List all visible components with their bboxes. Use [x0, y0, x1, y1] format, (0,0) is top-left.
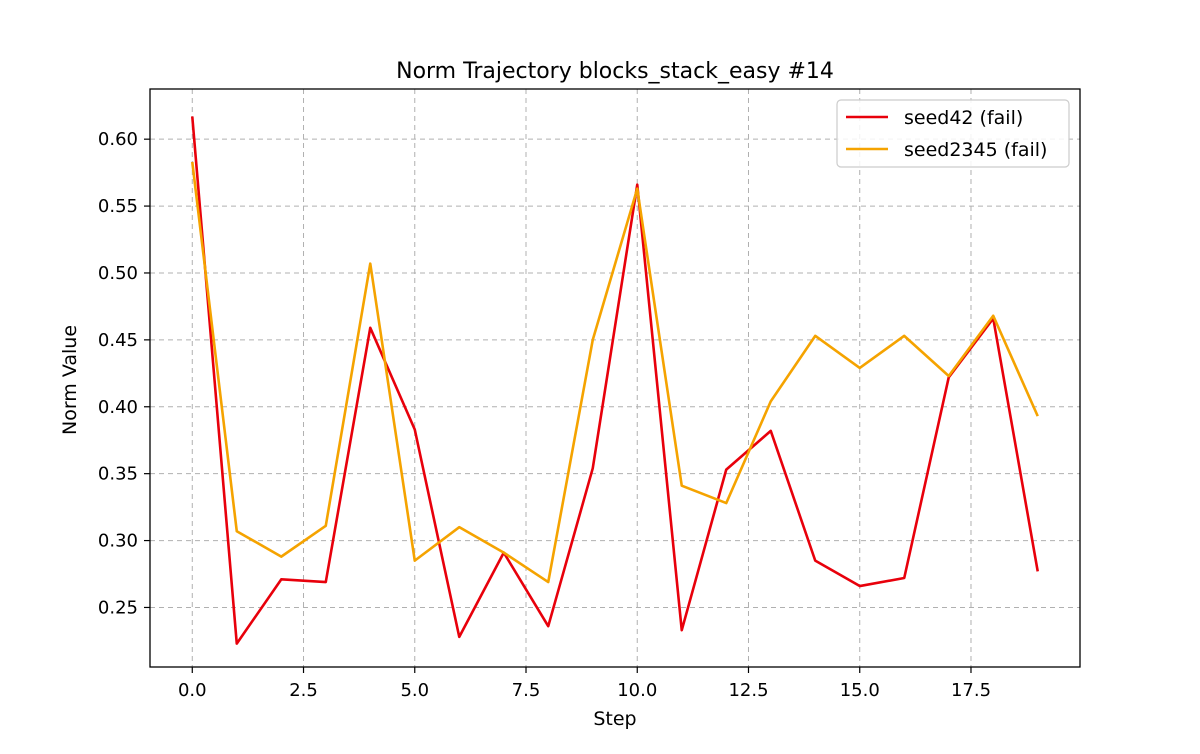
x-tick-label: 12.5 [728, 680, 768, 701]
y-tick-label: 0.45 [98, 330, 138, 351]
y-tick-label: 0.60 [98, 129, 138, 150]
x-tick-label: 15.0 [840, 680, 880, 701]
y-tick-label: 0.30 [98, 531, 138, 552]
x-axis-ticks: 0.0 2.5 5.0 7.5 10.0 12.5 15.0 17.5 [178, 667, 991, 701]
chart-title: Norm Trajectory blocks_stack_easy #14 [396, 59, 834, 84]
y-tick-label: 0.35 [98, 464, 138, 485]
x-tick-label: 17.5 [951, 680, 991, 701]
y-axis-ticks: 0.25 0.30 0.35 0.40 0.45 0.50 0.55 0.60 [98, 129, 150, 618]
y-tick-label: 0.55 [98, 196, 138, 217]
series-lines [190, 116, 1040, 645]
y-tick-label: 0.50 [98, 263, 138, 284]
x-tick-label: 0.0 [178, 680, 207, 701]
legend: seed42 (fail) seed2345 (fail) [836, 99, 1070, 168]
y-axis-label: Norm Value [59, 325, 81, 435]
y-tick-label: 0.25 [98, 597, 138, 618]
y-tick-label: 0.40 [98, 397, 138, 418]
series-line-seed2345 [190, 161, 1039, 584]
series-line-seed42 [190, 116, 1040, 645]
x-axis-label: Step [593, 708, 636, 730]
x-tick-label: 10.0 [617, 680, 657, 701]
x-tick-label: 5.0 [400, 680, 429, 701]
x-tick-label: 7.5 [512, 680, 541, 701]
legend-label-seed2345: seed2345 (fail) [904, 139, 1047, 161]
x-tick-label: 2.5 [289, 680, 318, 701]
legend-label-seed42: seed42 (fail) [904, 107, 1023, 129]
legend-box [836, 99, 1070, 168]
plot-frame [149, 88, 1081, 668]
